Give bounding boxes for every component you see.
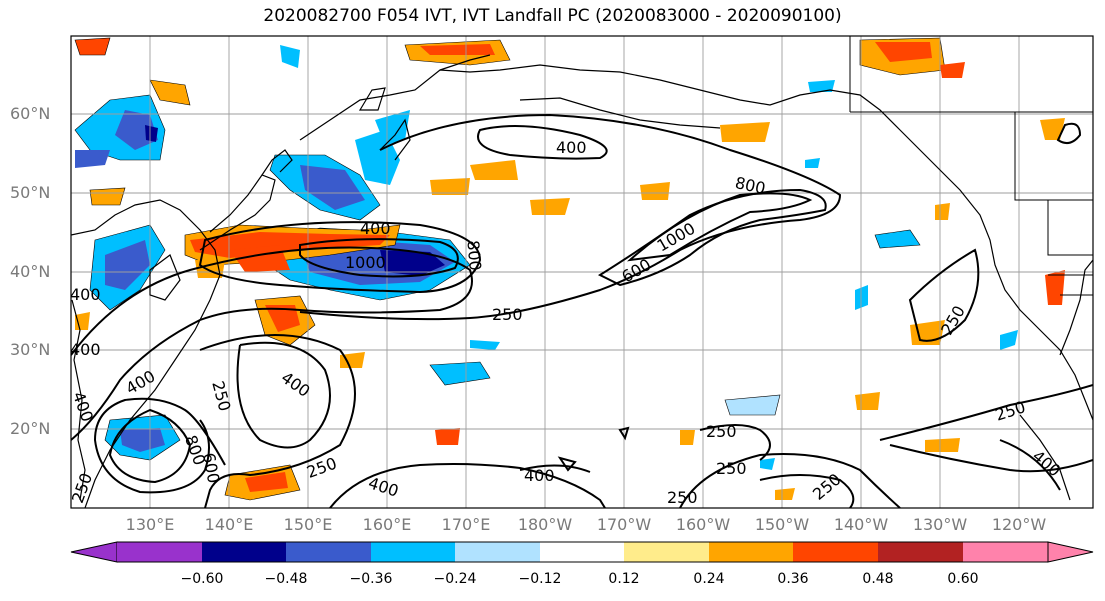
lat-label: 60°N xyxy=(10,104,51,123)
lat-label: 40°N xyxy=(10,262,51,281)
lon-label: 150°W xyxy=(754,515,810,534)
colorbar-swatch xyxy=(540,542,624,562)
lon-label: 160°W xyxy=(675,515,731,534)
lon-label: 170°E xyxy=(441,515,491,534)
colorbar-swatch xyxy=(793,542,878,562)
contour-label: 400 xyxy=(70,285,101,304)
lon-label: 140°W xyxy=(833,515,889,534)
colorbar-tick: −0.36 xyxy=(349,571,393,587)
lon-label: 150°E xyxy=(283,515,333,534)
plot-title: 2020082700 F054 IVT, IVT Landfall PC (20… xyxy=(263,6,842,26)
contour-label: 250 xyxy=(492,305,523,324)
colorbar-swatch xyxy=(117,542,202,562)
colorbar-swatch xyxy=(286,542,371,562)
lon-label: 120°W xyxy=(991,515,1047,534)
lat-label: 20°N xyxy=(10,419,51,438)
colorbar-swatch xyxy=(963,542,1048,562)
colorbar-swatch xyxy=(624,542,709,562)
colorbar-tick: 0.48 xyxy=(862,571,894,587)
contour-label: 250 xyxy=(667,488,698,507)
colorbar-swatch xyxy=(371,542,455,562)
lon-label: 160°E xyxy=(362,515,412,534)
colorbar-tick: −0.48 xyxy=(264,571,308,587)
contour-label: 1000 xyxy=(345,253,386,272)
contour-label: 800 xyxy=(463,239,485,271)
colorbar-tick: 0.24 xyxy=(693,571,725,587)
colorbar-tick: −0.12 xyxy=(518,571,562,587)
colorbar-tick: −0.60 xyxy=(180,571,224,587)
map-frame xyxy=(70,35,1094,509)
ivt-contours xyxy=(71,113,1093,508)
colorbar-swatch xyxy=(455,542,540,562)
colorbar-tick: 0.36 xyxy=(777,571,809,587)
colorbar-extend-high xyxy=(1047,541,1094,563)
contour-label: 400 xyxy=(360,219,391,238)
pc-shading xyxy=(74,37,1065,501)
borders xyxy=(849,36,1093,296)
lat-label: 50°N xyxy=(10,183,51,202)
contour-label: 400 xyxy=(524,466,555,485)
lon-label: 180°W xyxy=(517,515,573,534)
colorbar-swatch xyxy=(878,542,963,562)
colorbar-swatch xyxy=(709,542,793,562)
colorbar-swatch xyxy=(202,542,286,562)
contour-label: 400 xyxy=(70,340,101,359)
lat-label: 30°N xyxy=(10,340,51,359)
colorbar-extend-low xyxy=(70,541,118,563)
lon-label: 140°E xyxy=(204,515,254,534)
colorbar xyxy=(70,541,1094,563)
contour-label: 250 xyxy=(706,422,737,441)
lon-label: 130°E xyxy=(125,515,175,534)
lon-label: 130°W xyxy=(912,515,968,534)
contour-label: 400 xyxy=(556,138,587,157)
colorbar-tick: −0.24 xyxy=(433,571,477,587)
contour-label: 250 xyxy=(716,459,747,478)
colorbar-tick: 0.60 xyxy=(947,571,979,587)
colorbar-tick: 0.12 xyxy=(608,571,640,587)
lon-label: 170°W xyxy=(596,515,652,534)
